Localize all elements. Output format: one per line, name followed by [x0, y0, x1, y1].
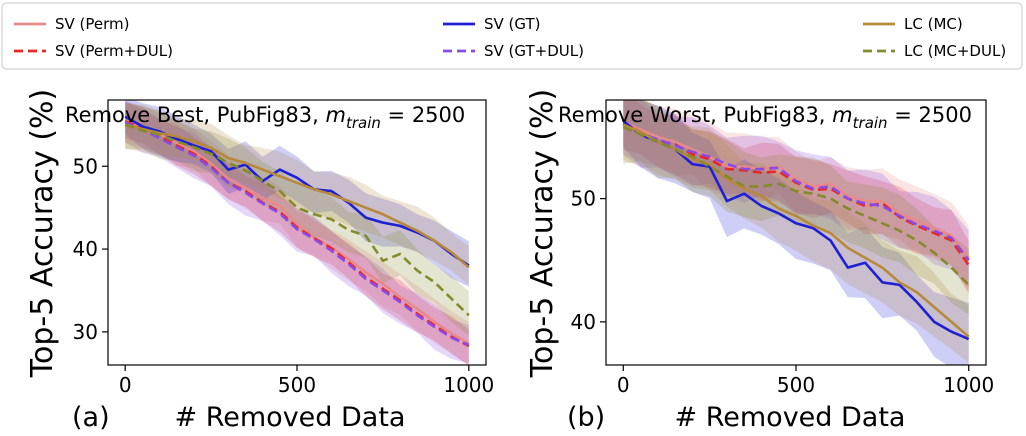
- chart-panel-b: 0 500 1000 40 50 Remove Worst, PubFig83, mtra…: [525, 89, 994, 433]
- band-sv-perm: [623, 100, 969, 292]
- band-sv-perm-dul: [623, 100, 969, 294]
- series-line-lc-mc-dul: [124, 123, 470, 317]
- x-tick-label: 500: [278, 373, 316, 397]
- legend-label-lc-mc: LC (MC): [904, 15, 963, 33]
- band-sv-gt-dul: [623, 100, 969, 288]
- y-axis-label: Top-5 Accuracy (%): [25, 89, 60, 379]
- chart-title: Remove Best, PubFig83, mtrain = 2500: [65, 103, 465, 132]
- y-tick-label: 30: [73, 320, 98, 344]
- chart-panel-a: 0 500 1000 30 40 50 Remove Best, PubFig83, mtr…: [25, 89, 494, 433]
- band-sv-gt-dul: [125, 100, 469, 364]
- series-line-lc-mc-dul: [622, 125, 970, 286]
- x-tick-label: 1000: [943, 373, 994, 397]
- x-axis-label: # Removed Data: [675, 402, 906, 433]
- y-tick-label: 40: [571, 310, 596, 334]
- panel-label: (b): [567, 402, 605, 433]
- series-line-sv-gt-dul: [622, 123, 970, 261]
- plot-area: [124, 100, 470, 365]
- legend-label-sv-perm: SV (Perm): [55, 15, 130, 33]
- y-tick-label: 40: [73, 237, 98, 261]
- series-line-lc-mc: [124, 123, 470, 269]
- series-line-sv-gt: [622, 119, 970, 341]
- y-tick-label: 50: [571, 187, 596, 211]
- plot-area: [622, 100, 970, 365]
- legend-label-sv-perm-dul: SV (Perm+DUL): [55, 42, 173, 60]
- x-tick-label: 0: [617, 373, 630, 397]
- legend-label-sv-gt: SV (GT): [484, 15, 541, 33]
- x-tick-label: 1000: [443, 373, 494, 397]
- legend-label-lc-mc-dul: LC (MC+DUL): [904, 42, 1006, 60]
- x-axis-label: # Removed Data: [175, 402, 406, 433]
- band-lc-mc-dul: [623, 100, 969, 315]
- band-sv-perm: [125, 102, 469, 365]
- band-sv-perm-dul: [125, 101, 469, 365]
- band-lc-mc-dul: [125, 103, 469, 336]
- legend: SV (Perm) SV (GT) LC (MC) SV (Perm+DUL) …: [1, 2, 1023, 70]
- legend-frame: [1, 2, 1023, 70]
- series-line-sv-perm: [622, 121, 970, 259]
- series-line-sv-gt-dul: [124, 121, 470, 347]
- y-axis-label: Top-5 Accuracy (%): [525, 89, 560, 379]
- y-tick-label: 50: [73, 154, 98, 178]
- series-line-sv-perm: [124, 119, 470, 345]
- series-line-sv-gt: [124, 115, 470, 267]
- legend-label-sv-gt-dul: SV (GT+DUL): [484, 42, 584, 60]
- x-tick-label: 500: [777, 373, 815, 397]
- panel-label: (a): [72, 402, 110, 433]
- chart-title: Remove Worst, PubFig83, mtrain = 2500: [558, 103, 972, 132]
- x-tick-label: 0: [119, 373, 132, 397]
